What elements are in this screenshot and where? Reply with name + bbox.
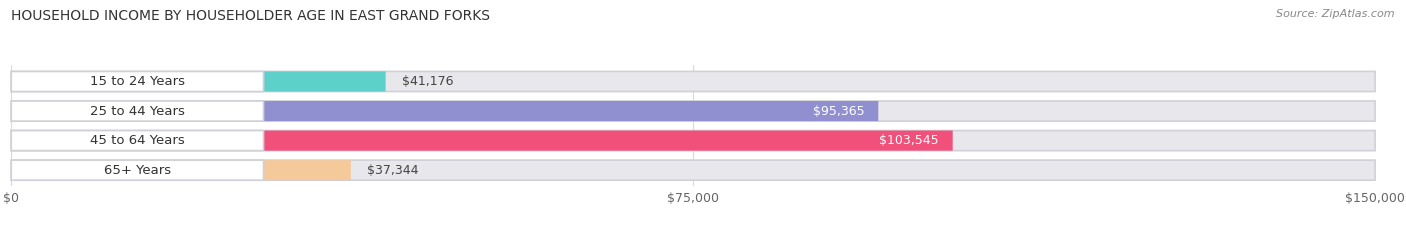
FancyBboxPatch shape (11, 160, 1375, 180)
FancyBboxPatch shape (11, 160, 350, 180)
FancyBboxPatch shape (11, 101, 263, 121)
Text: $41,176: $41,176 (402, 75, 454, 88)
FancyBboxPatch shape (11, 72, 263, 92)
Text: HOUSEHOLD INCOME BY HOUSEHOLDER AGE IN EAST GRAND FORKS: HOUSEHOLD INCOME BY HOUSEHOLDER AGE IN E… (11, 9, 491, 23)
Text: 45 to 64 Years: 45 to 64 Years (90, 134, 184, 147)
Text: $103,545: $103,545 (879, 134, 939, 147)
Text: 15 to 24 Years: 15 to 24 Years (90, 75, 186, 88)
FancyBboxPatch shape (11, 72, 385, 92)
Text: $95,365: $95,365 (813, 105, 865, 117)
FancyBboxPatch shape (11, 72, 1375, 92)
FancyBboxPatch shape (11, 130, 953, 151)
Text: $37,344: $37,344 (367, 164, 419, 177)
FancyBboxPatch shape (11, 101, 1375, 121)
FancyBboxPatch shape (11, 160, 263, 180)
FancyBboxPatch shape (11, 101, 879, 121)
Text: 25 to 44 Years: 25 to 44 Years (90, 105, 184, 117)
FancyBboxPatch shape (11, 130, 263, 151)
Text: Source: ZipAtlas.com: Source: ZipAtlas.com (1277, 9, 1395, 19)
FancyBboxPatch shape (11, 130, 1375, 151)
Text: 65+ Years: 65+ Years (104, 164, 172, 177)
